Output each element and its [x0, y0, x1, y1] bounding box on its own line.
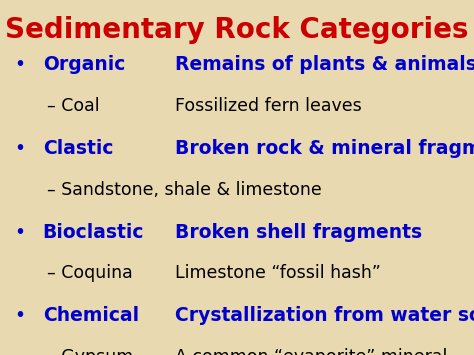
Text: – Sandstone, shale & limestone: – Sandstone, shale & limestone: [47, 181, 322, 199]
Text: •: •: [14, 55, 25, 74]
Text: Limestone “fossil hash”: Limestone “fossil hash”: [175, 264, 381, 283]
Text: Organic: Organic: [43, 55, 125, 74]
Text: Crystallization from water solution: Crystallization from water solution: [175, 306, 474, 326]
Text: – Coquina: – Coquina: [47, 264, 133, 283]
Text: Broken rock & mineral fragments: Broken rock & mineral fragments: [175, 139, 474, 158]
Text: •: •: [14, 223, 25, 242]
Text: •: •: [14, 306, 25, 326]
Text: – Gypsum: – Gypsum: [47, 348, 134, 355]
Text: Broken shell fragments: Broken shell fragments: [175, 223, 422, 242]
Text: Bioclastic: Bioclastic: [43, 223, 144, 242]
Text: •: •: [14, 139, 25, 158]
Text: Chemical: Chemical: [43, 306, 139, 326]
Text: Remains of plants & animals: Remains of plants & animals: [175, 55, 474, 74]
Text: A common “evaporite” mineral: A common “evaporite” mineral: [175, 348, 448, 355]
Text: Clastic: Clastic: [43, 139, 113, 158]
Text: Fossilized fern leaves: Fossilized fern leaves: [175, 97, 362, 115]
Text: – Coal: – Coal: [47, 97, 100, 115]
Text: Sedimentary Rock Categories: Sedimentary Rock Categories: [5, 16, 469, 44]
